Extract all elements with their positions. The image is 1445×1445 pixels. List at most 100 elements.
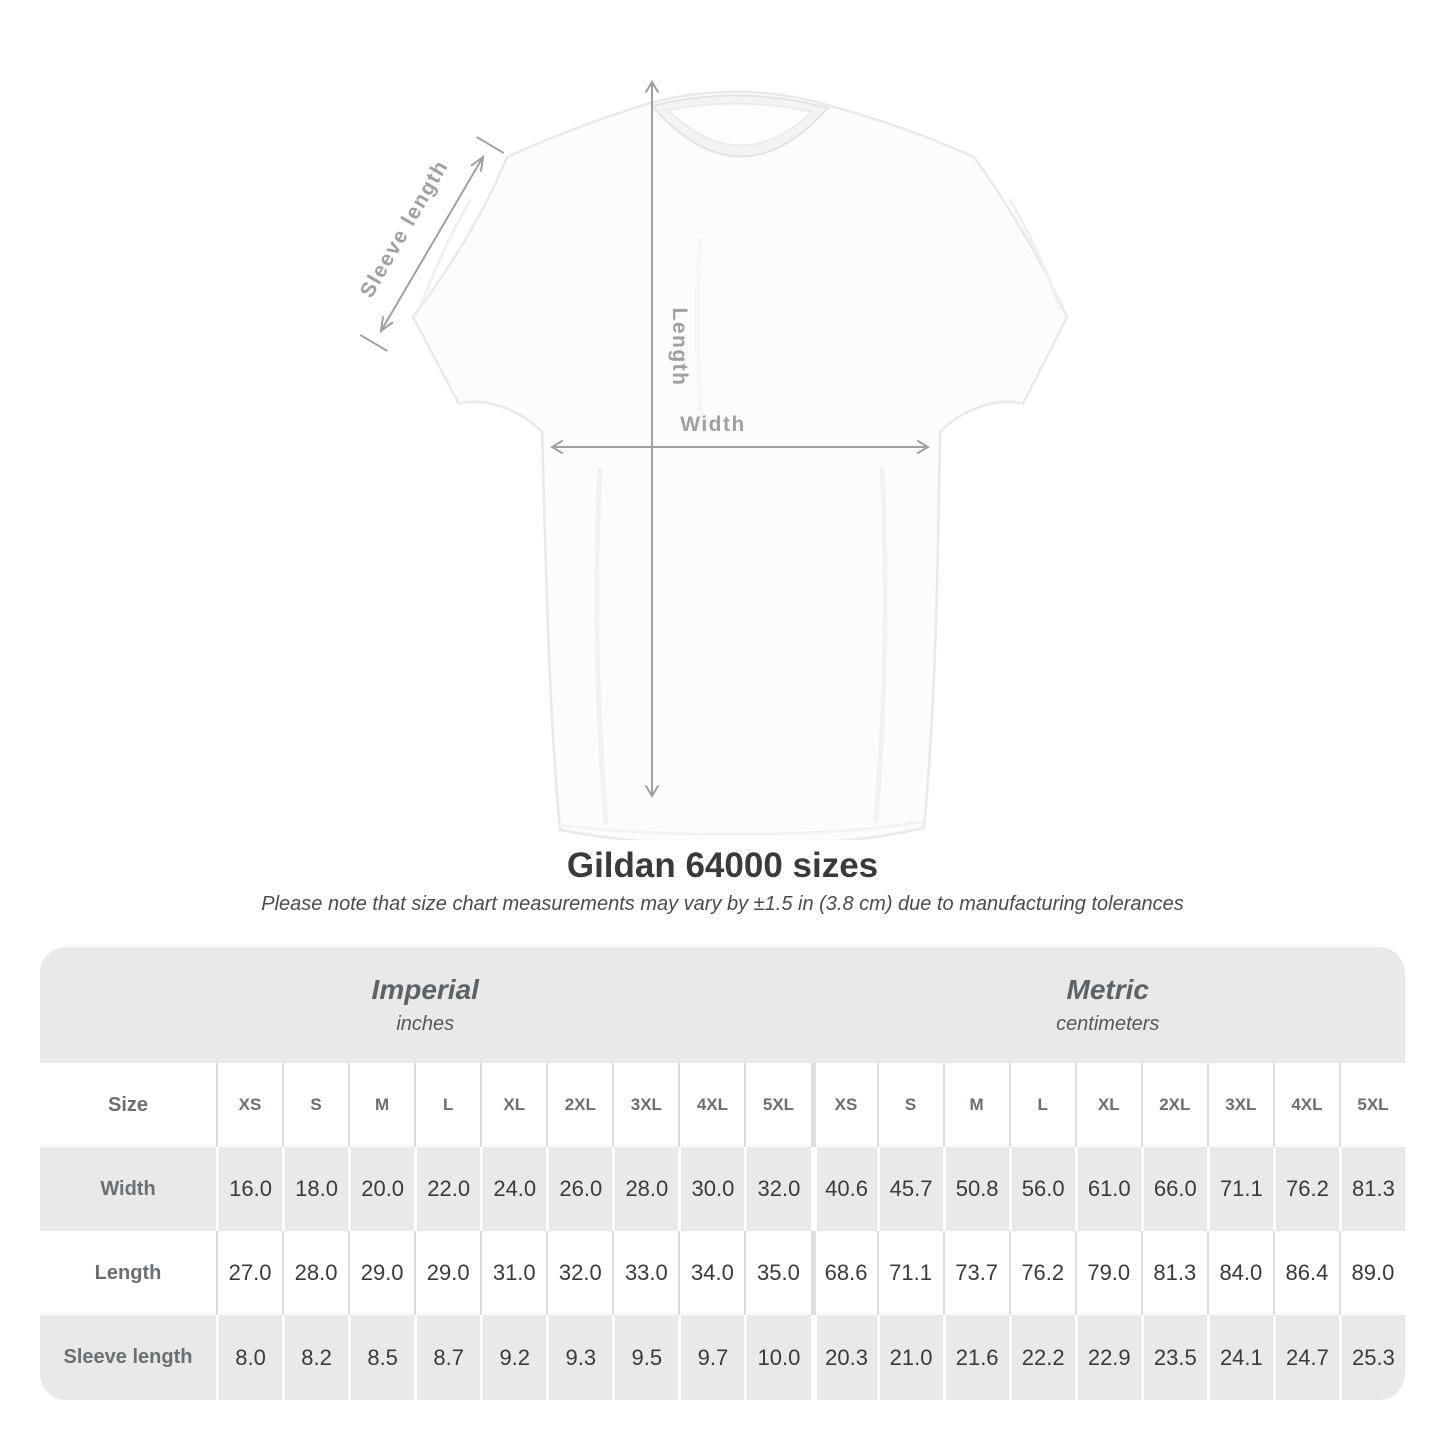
measurement-cell: 8.7 — [414, 1315, 480, 1400]
row-header: Length — [94, 1261, 162, 1284]
measurement-cell: 73.7 — [942, 1231, 1009, 1315]
measurement-cell: 18.0 — [282, 1147, 348, 1231]
measurement-cell: 9.2 — [480, 1315, 546, 1400]
measurement-cell: 40.6 — [810, 1147, 877, 1231]
measurement-cell: 22.0 — [414, 1147, 480, 1231]
sleeve-tick-bottom — [359, 334, 388, 352]
size-col-metric-xl: XL — [1074, 1063, 1141, 1147]
size-col-imperial-xl: XL — [480, 1063, 546, 1147]
measurement-cell: 22.9 — [1074, 1315, 1141, 1400]
measurement-cell: 22.2 — [1008, 1315, 1075, 1400]
size-col-imperial-s: S — [282, 1063, 348, 1147]
size-col-metric-s: S — [876, 1063, 943, 1147]
measurement-cell: 31.0 — [480, 1231, 546, 1315]
measurement-cell: 20.0 — [348, 1147, 414, 1231]
size-col-imperial-xs: XS — [216, 1063, 282, 1147]
measurement-cell: 71.1 — [876, 1231, 943, 1315]
fabric-folds — [418, 198, 1062, 836]
measurement-cell: 50.8 — [942, 1147, 1009, 1231]
measurement-cell: 9.3 — [546, 1315, 612, 1400]
unit-system-header: Imperial inches Metric centimeters — [40, 947, 1405, 1063]
table-row-sleeve-length: Sleeve length 8.0 8.2 8.5 8.7 9.2 9.3 9.5 9.7 10.… — [40, 1315, 1405, 1400]
tshirt-measurement-graphic: Width Length Sleeve length — [356, 80, 1069, 840]
size-col-metric-4xl: 4XL — [1272, 1063, 1339, 1147]
measurement-cell: 24.7 — [1272, 1315, 1339, 1400]
measurement-cell: 30.0 — [678, 1147, 744, 1231]
measurement-cell: 9.7 — [678, 1315, 744, 1400]
measurement-cell: 21.6 — [942, 1315, 1009, 1400]
measurement-cell: 24.0 — [480, 1147, 546, 1231]
size-header-row: Size XS S M L XL 2XL 3XL 4XL 5XL XS S M L XL 2XL 3XL 4XL 5… — [40, 1063, 1405, 1147]
measurement-cell: 29.0 — [414, 1231, 480, 1315]
width-arrowhead-left — [550, 440, 563, 454]
collar-inner — [665, 102, 815, 147]
row-header: Width — [100, 1177, 156, 1200]
tshirt-graphic — [411, 90, 1069, 840]
measurement-cell: 10.0 — [744, 1315, 810, 1400]
measurement-cell: 34.0 — [678, 1231, 744, 1315]
measurement-cell: 27.0 — [216, 1231, 282, 1315]
measurement-cell: 35.0 — [744, 1231, 810, 1315]
measurement-cell: 89.0 — [1338, 1231, 1405, 1315]
measurement-cell: 8.5 — [348, 1315, 414, 1400]
length-dimension-label: Length — [668, 308, 691, 387]
size-col-imperial-4xl: 4XL — [678, 1063, 744, 1147]
measurement-cell: 86.4 — [1272, 1231, 1339, 1315]
size-column-header: Size — [107, 1093, 149, 1116]
measurement-cell: 26.0 — [546, 1147, 612, 1231]
size-table: Imperial inches Metric centimeters Size X… — [40, 947, 1405, 1400]
size-col-imperial-5xl: 5XL — [744, 1063, 810, 1147]
sleeve-arrowhead-top — [470, 154, 485, 172]
measurement-cell: 25.3 — [1338, 1315, 1405, 1400]
width-dimension-label: Width — [680, 413, 746, 436]
metric-header-label: Metric — [1066, 974, 1149, 1005]
measurement-cell: 45.7 — [876, 1147, 943, 1231]
sleeve-length-arrow — [380, 156, 484, 332]
page-title: Gildan 64000 sizes — [566, 846, 879, 885]
measurement-cell: 8.0 — [216, 1315, 282, 1400]
measurement-cell: 81.3 — [1140, 1231, 1207, 1315]
measurement-cell: 84.0 — [1206, 1231, 1273, 1315]
measurement-cell: 76.2 — [1008, 1231, 1075, 1315]
size-col-imperial-2xl: 2XL — [546, 1063, 612, 1147]
tshirt-body — [411, 90, 1069, 840]
measurement-cell: 32.0 — [744, 1147, 810, 1231]
measurement-cell: 8.2 — [282, 1315, 348, 1400]
measurement-cell: 66.0 — [1140, 1147, 1207, 1231]
imperial-header-unit: inches — [396, 1013, 455, 1035]
length-arrowhead-bottom — [645, 785, 659, 798]
measurement-cell: 61.0 — [1074, 1147, 1141, 1231]
imperial-header-label: Imperial — [371, 974, 479, 1005]
metric-header-unit: centimeters — [1056, 1013, 1160, 1035]
measurement-cell: 68.6 — [810, 1231, 877, 1315]
measurement-cell: 33.0 — [612, 1231, 678, 1315]
table-row-width: Width 16.0 18.0 20.0 22.0 24.0 26.0 28.0 30.0 32.… — [40, 1147, 1405, 1231]
measurement-cell: 20.3 — [810, 1315, 877, 1400]
measurement-cell: 79.0 — [1074, 1231, 1141, 1315]
measurement-cell: 28.0 — [612, 1147, 678, 1231]
measurement-cell: 32.0 — [546, 1231, 612, 1315]
size-col-metric-2xl: 2XL — [1140, 1063, 1207, 1147]
measurement-cell: 21.0 — [876, 1315, 943, 1400]
size-col-imperial-m: M — [348, 1063, 414, 1147]
size-col-metric-3xl: 3XL — [1206, 1063, 1273, 1147]
size-col-metric-5xl: 5XL — [1338, 1063, 1405, 1147]
measurement-cell: 81.3 — [1338, 1147, 1405, 1231]
table-row-length: Length 27.0 28.0 29.0 29.0 31.0 32.0 33.0 34.0 35… — [40, 1231, 1405, 1315]
tolerance-note: Please note that size chart measurements… — [261, 893, 1184, 915]
width-arrowhead-right — [917, 440, 930, 454]
measurement-cell: 76.2 — [1272, 1147, 1339, 1231]
size-col-metric-xs: XS — [810, 1063, 877, 1147]
measurement-cell: 9.5 — [612, 1315, 678, 1400]
measurement-cell: 23.5 — [1140, 1315, 1207, 1400]
measurement-cell: 71.1 — [1206, 1147, 1273, 1231]
measurement-cell: 16.0 — [216, 1147, 282, 1231]
measurement-cell: 29.0 — [348, 1231, 414, 1315]
sleeve-tick-top — [476, 136, 505, 154]
measurement-cell: 56.0 — [1008, 1147, 1075, 1231]
size-col-metric-m: M — [942, 1063, 1009, 1147]
size-col-metric-l: L — [1008, 1063, 1075, 1147]
row-header: Sleeve length — [63, 1346, 193, 1368]
dimension-annotations — [359, 80, 930, 798]
